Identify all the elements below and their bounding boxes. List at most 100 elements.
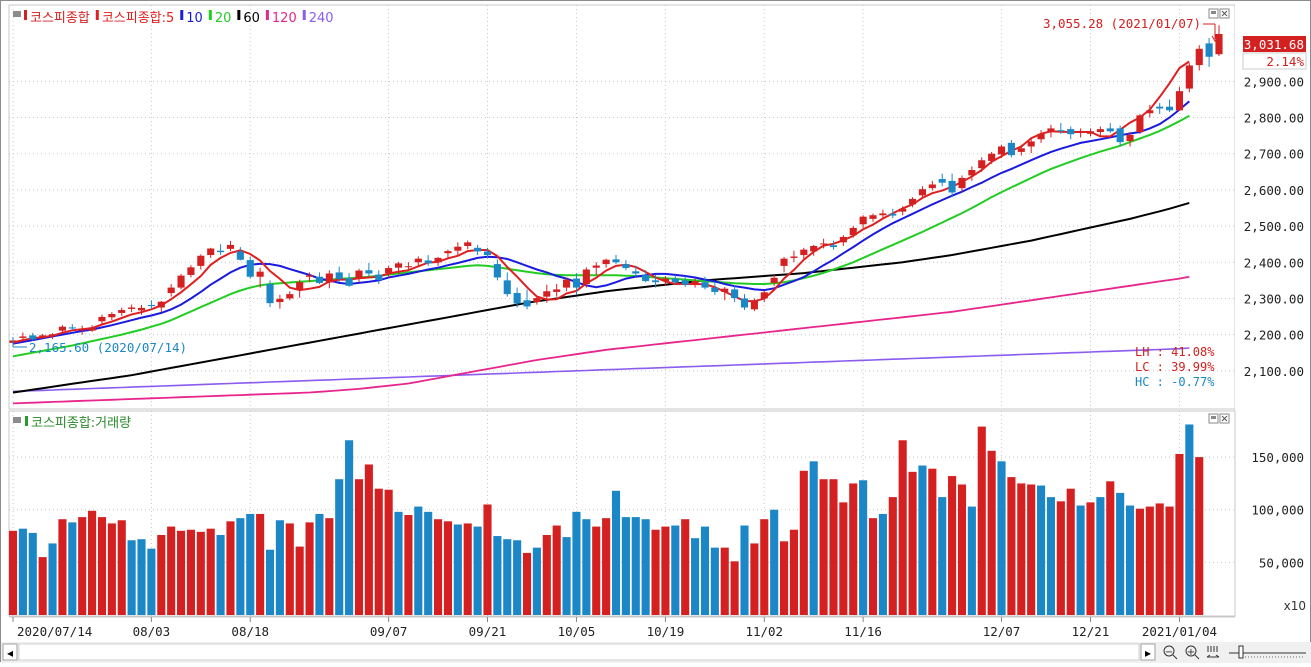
- candle-body: [760, 292, 768, 299]
- candle-body: [1215, 33, 1223, 55]
- candle: [651, 274, 660, 288]
- volume-bar: [1066, 488, 1075, 615]
- candle: [128, 304, 136, 313]
- candle-body: [671, 278, 679, 283]
- candle: [1195, 45, 1203, 71]
- candle-body: [1067, 129, 1075, 135]
- date-axis: 2020/07/14 08/03 08/18 09/07 09/21 10/05 10/19…: [9, 616, 1235, 639]
- volume-bar: [1007, 477, 1016, 615]
- volume-bar: [928, 468, 937, 615]
- scroll-right-button[interactable]: [1140, 643, 1156, 661]
- legend-label: 10: [186, 11, 203, 26]
- price-tick-label: 2,800.00: [1244, 111, 1304, 126]
- candle: [1166, 99, 1174, 113]
- volume-bar: [750, 543, 759, 615]
- candle: [800, 247, 808, 261]
- scroll-track[interactable]: [18, 643, 1140, 661]
- candle: [177, 273, 185, 290]
- volume-bar: [157, 535, 166, 615]
- candle-body: [325, 273, 333, 283]
- volume-bar: [641, 519, 650, 615]
- candle-body: [988, 153, 996, 161]
- volume-bar: [1056, 501, 1065, 615]
- candle: [434, 256, 442, 266]
- volume-bar: [868, 518, 878, 615]
- volume-bar: [839, 502, 848, 615]
- volume-bar: [522, 552, 532, 615]
- candle: [1175, 86, 1184, 112]
- candle: [582, 267, 590, 288]
- candle: [1027, 137, 1035, 154]
- volume-bar: [957, 484, 967, 615]
- volume-bar: [760, 519, 769, 615]
- zoom-out-button[interactable]: −: [1163, 645, 1178, 660]
- volume-bar: [325, 518, 334, 615]
- candle: [572, 273, 581, 295]
- candle: [859, 215, 867, 228]
- scroll-left-button[interactable]: [2, 643, 18, 661]
- candle: [760, 290, 768, 303]
- candle-body: [39, 335, 47, 337]
- legend-label: 코스피종합:5: [102, 11, 174, 26]
- candle: [780, 256, 788, 273]
- candle-body: [78, 328, 86, 331]
- volume-bar: [948, 476, 957, 615]
- candlesticks: [9, 25, 1223, 347]
- bottom-scrollbar[interactable]: ◂ ▸ − +: [1, 642, 1311, 663]
- candle: [948, 173, 956, 198]
- volume-bar: [78, 517, 87, 615]
- candle: [1106, 122, 1114, 133]
- candle: [750, 298, 758, 312]
- volume-bar: [275, 520, 284, 615]
- price-tick-label: 2,300.00: [1244, 291, 1304, 306]
- stat-hc: HC : -0.77%: [1135, 375, 1215, 389]
- candle-body: [790, 256, 798, 258]
- candle: [335, 266, 343, 283]
- volume-bar: [483, 504, 492, 615]
- price-tick-label: 2,700.00: [1244, 147, 1304, 162]
- volume-bar: [246, 513, 255, 615]
- candle: [661, 276, 669, 286]
- candle-body: [414, 258, 422, 263]
- candle-body: [454, 246, 462, 251]
- candle: [1067, 126, 1075, 140]
- candle-body: [305, 275, 314, 277]
- volume-bar: [503, 539, 512, 615]
- volume-bar: [513, 540, 522, 615]
- volume-bar: [572, 511, 581, 615]
- volume-tick-label: 100,000: [1251, 503, 1304, 518]
- candle: [207, 247, 215, 258]
- ma10-line: [12, 100, 1190, 345]
- candle-body: [68, 327, 76, 329]
- volume-bar: [364, 464, 373, 615]
- volume-bar: [967, 506, 976, 615]
- candle: [928, 180, 936, 191]
- volume-bar: [335, 479, 344, 615]
- zoom-slider[interactable]: [1229, 645, 1306, 659]
- candle: [681, 276, 689, 287]
- candle-body: [582, 269, 590, 284]
- zoom-in-button[interactable]: +: [1185, 645, 1200, 660]
- high-marker: 3,055.28 (2021/01/07): [1043, 16, 1219, 42]
- candle: [88, 325, 96, 332]
- candle: [454, 242, 462, 256]
- volume-bar: [562, 537, 571, 615]
- volume-bar: [315, 513, 324, 615]
- candle-body: [296, 282, 304, 290]
- period-icon[interactable]: [1206, 646, 1220, 658]
- candle: [29, 332, 37, 341]
- volume-bar: [28, 532, 37, 615]
- candle-body: [177, 275, 185, 288]
- volume-bar: [542, 535, 551, 615]
- x-tick-label: 10/19: [647, 624, 685, 639]
- volume-bar: [898, 440, 907, 615]
- candle-body: [1027, 141, 1035, 147]
- legend-swatch: [302, 10, 306, 20]
- volume-bar: [117, 520, 126, 615]
- candle-body: [464, 242, 472, 246]
- legend-swatch: [265, 10, 269, 20]
- candle: [1037, 130, 1045, 143]
- candle: [513, 287, 521, 308]
- legend-label: 코스피종합: [30, 11, 90, 26]
